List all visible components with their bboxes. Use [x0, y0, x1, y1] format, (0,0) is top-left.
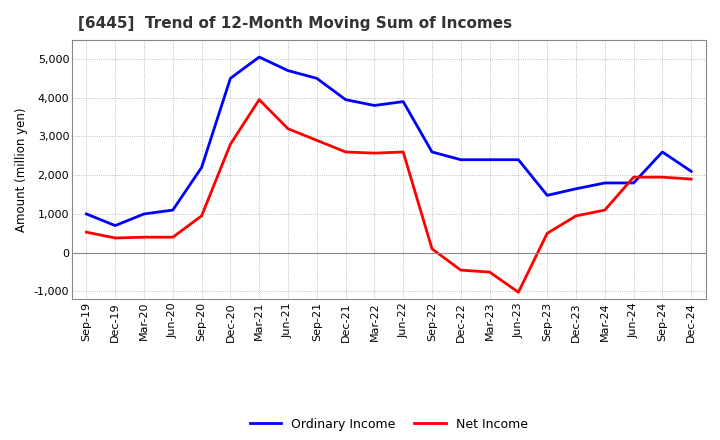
- Net Income: [284, 126, 292, 132]
- Ordinary Income: [514, 157, 523, 162]
- Ordinary Income: [226, 76, 235, 81]
- Net Income: [543, 231, 552, 236]
- Ordinary Income: [168, 207, 177, 213]
- Line: Net Income: Net Income: [86, 99, 691, 292]
- Net Income: [197, 213, 206, 219]
- Net Income: [399, 149, 408, 154]
- Text: [6445]  Trend of 12-Month Moving Sum of Incomes: [6445] Trend of 12-Month Moving Sum of I…: [78, 16, 513, 32]
- Net Income: [658, 175, 667, 180]
- Ordinary Income: [456, 157, 465, 162]
- Net Income: [140, 235, 148, 240]
- Net Income: [456, 268, 465, 273]
- Ordinary Income: [543, 193, 552, 198]
- Net Income: [370, 150, 379, 156]
- Ordinary Income: [140, 211, 148, 216]
- Ordinary Income: [111, 223, 120, 228]
- Net Income: [226, 142, 235, 147]
- Net Income: [111, 235, 120, 241]
- Ordinary Income: [399, 99, 408, 104]
- Ordinary Income: [572, 186, 580, 191]
- Net Income: [428, 246, 436, 252]
- Legend: Ordinary Income, Net Income: Ordinary Income, Net Income: [245, 413, 533, 436]
- Ordinary Income: [312, 76, 321, 81]
- Ordinary Income: [687, 169, 696, 174]
- Ordinary Income: [82, 211, 91, 216]
- Ordinary Income: [370, 103, 379, 108]
- Net Income: [485, 269, 494, 275]
- Net Income: [255, 97, 264, 102]
- Net Income: [168, 235, 177, 240]
- Net Income: [629, 175, 638, 180]
- Net Income: [341, 149, 350, 154]
- Net Income: [600, 207, 609, 213]
- Net Income: [572, 213, 580, 219]
- Line: Ordinary Income: Ordinary Income: [86, 57, 691, 226]
- Ordinary Income: [255, 55, 264, 60]
- Ordinary Income: [341, 97, 350, 102]
- Net Income: [687, 176, 696, 182]
- Y-axis label: Amount (million yen): Amount (million yen): [15, 107, 28, 231]
- Ordinary Income: [658, 149, 667, 154]
- Ordinary Income: [629, 180, 638, 186]
- Ordinary Income: [197, 165, 206, 170]
- Ordinary Income: [600, 180, 609, 186]
- Net Income: [514, 290, 523, 295]
- Net Income: [82, 230, 91, 235]
- Ordinary Income: [428, 149, 436, 154]
- Ordinary Income: [284, 68, 292, 73]
- Net Income: [312, 138, 321, 143]
- Ordinary Income: [485, 157, 494, 162]
